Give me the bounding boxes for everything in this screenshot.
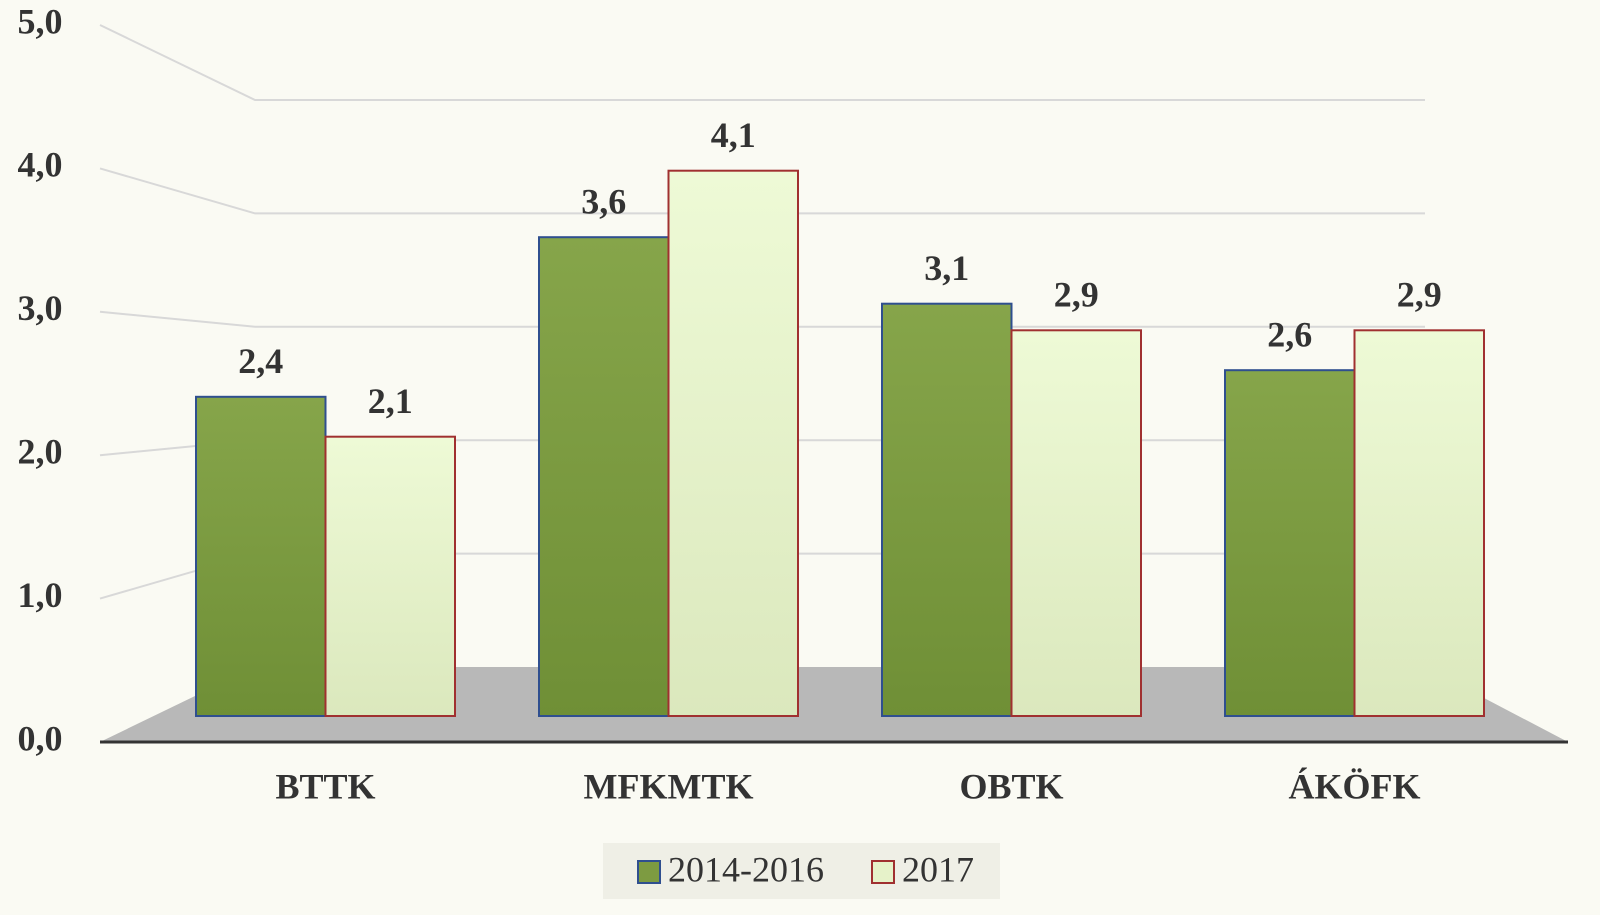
value-label: 2,9 bbox=[1397, 275, 1442, 315]
y-tick-label: 2,0 bbox=[18, 431, 63, 471]
grid-line bbox=[99, 310, 1425, 328]
x-tick-label: BTTK bbox=[275, 766, 375, 806]
bar bbox=[881, 302, 1013, 717]
value-label: 2,9 bbox=[1054, 275, 1099, 315]
legend-label: 2017 bbox=[902, 849, 974, 889]
bar bbox=[195, 395, 327, 717]
bar bbox=[1353, 329, 1485, 717]
y-tick-label: 3,0 bbox=[18, 288, 63, 328]
value-label: 2,6 bbox=[1267, 314, 1312, 354]
value-label: 2,4 bbox=[238, 341, 283, 381]
grid-line bbox=[99, 167, 1425, 215]
legend bbox=[603, 843, 1000, 899]
y-tick-label: 5,0 bbox=[18, 1, 63, 41]
value-label: 3,1 bbox=[924, 248, 969, 288]
value-label: 4,1 bbox=[711, 115, 756, 155]
y-tick-label: 4,0 bbox=[18, 145, 63, 185]
legend-label: 2014-2016 bbox=[668, 849, 824, 889]
value-label: 2,1 bbox=[368, 381, 413, 421]
legend-swatch bbox=[871, 860, 895, 884]
grid-line bbox=[99, 24, 1425, 101]
bar bbox=[538, 236, 670, 717]
value-label: 3,6 bbox=[581, 181, 626, 221]
floor bbox=[100, 667, 1568, 742]
bar bbox=[1010, 329, 1142, 717]
y-tick-label: 0,0 bbox=[18, 718, 63, 758]
legend-swatch bbox=[637, 860, 661, 884]
x-tick-label: ÁKÖFK bbox=[1289, 766, 1421, 806]
x-tick-label: MFKMTK bbox=[584, 766, 754, 806]
bar bbox=[324, 435, 456, 717]
y-tick-label: 1,0 bbox=[18, 575, 63, 615]
x-tick-label: OBTK bbox=[959, 766, 1063, 806]
bar bbox=[667, 169, 799, 717]
bar bbox=[1224, 369, 1356, 717]
